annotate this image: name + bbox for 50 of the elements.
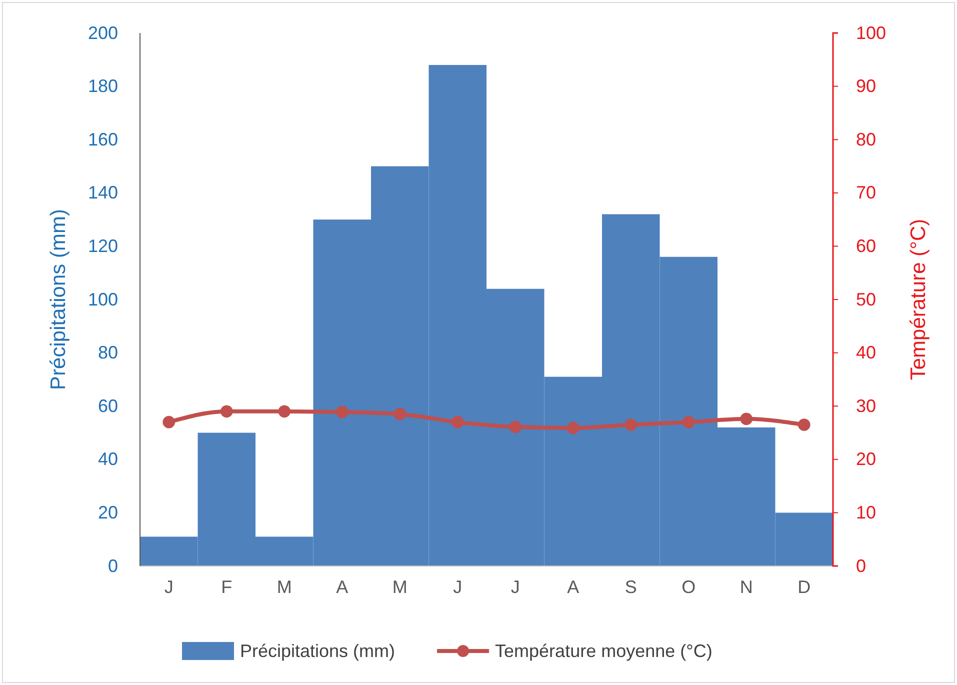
y2-tick-label: 70 [856, 182, 876, 203]
point [624, 418, 638, 431]
point [740, 412, 753, 426]
y2-tick-label: 10 [856, 502, 876, 522]
point [162, 416, 176, 428]
y2-tick-label: 50 [856, 289, 876, 310]
y2-tick-label: 60 [856, 236, 876, 256]
y-tick-label: 60 [98, 396, 118, 416]
y-tick-label: 0 [108, 556, 118, 576]
x-tick-label: J [164, 576, 174, 597]
y2-tick-label: 0 [856, 556, 866, 576]
x-tick-label: A [567, 576, 580, 597]
y2-tick-label: 20 [856, 449, 876, 470]
x-tick-label: F [221, 576, 232, 597]
y-tick-label: 180 [88, 76, 118, 96]
point [451, 416, 464, 428]
y2-tick-label: 100 [856, 22, 886, 43]
point [509, 420, 522, 434]
point [798, 418, 810, 431]
x-tick-label: O [682, 576, 696, 597]
y-tick-label: 40 [98, 449, 118, 470]
x-tick-label: N [740, 576, 753, 597]
x-tick-label: A [336, 576, 348, 597]
x-tick-label: S [624, 576, 637, 597]
y-tick-label: 160 [88, 129, 118, 150]
y-axis-title: Précipitations (mm) [47, 209, 70, 390]
point [682, 416, 695, 428]
x-tick-label: J [453, 576, 462, 597]
y2-tick-label: 40 [856, 342, 876, 363]
y2-tick-label: 90 [856, 76, 876, 96]
point [394, 408, 406, 420]
y-tick-label: 200 [88, 22, 118, 43]
legend-label: Température moyenne (°C) [495, 641, 712, 661]
x-tick-label: J [510, 576, 520, 597]
point [566, 422, 580, 434]
y-tick-label: 120 [88, 236, 118, 256]
x-tick-label: M [392, 576, 408, 597]
y-tick-label: 20 [98, 502, 118, 522]
x-tick-label: D [798, 576, 811, 597]
legend-label: Précipitations (mm) [240, 641, 396, 661]
y-tick-label: 80 [98, 342, 118, 363]
y-tick-label: 100 [88, 289, 118, 310]
x-tick-label: M [276, 576, 292, 597]
y2-tick-label: 80 [856, 129, 876, 150]
y2-axis-title: Température (°C) [907, 218, 930, 380]
point [336, 406, 348, 418]
point [278, 405, 291, 418]
point [220, 405, 233, 418]
y-tick-label: 140 [88, 182, 118, 203]
y2-tick-label: 30 [856, 396, 876, 416]
